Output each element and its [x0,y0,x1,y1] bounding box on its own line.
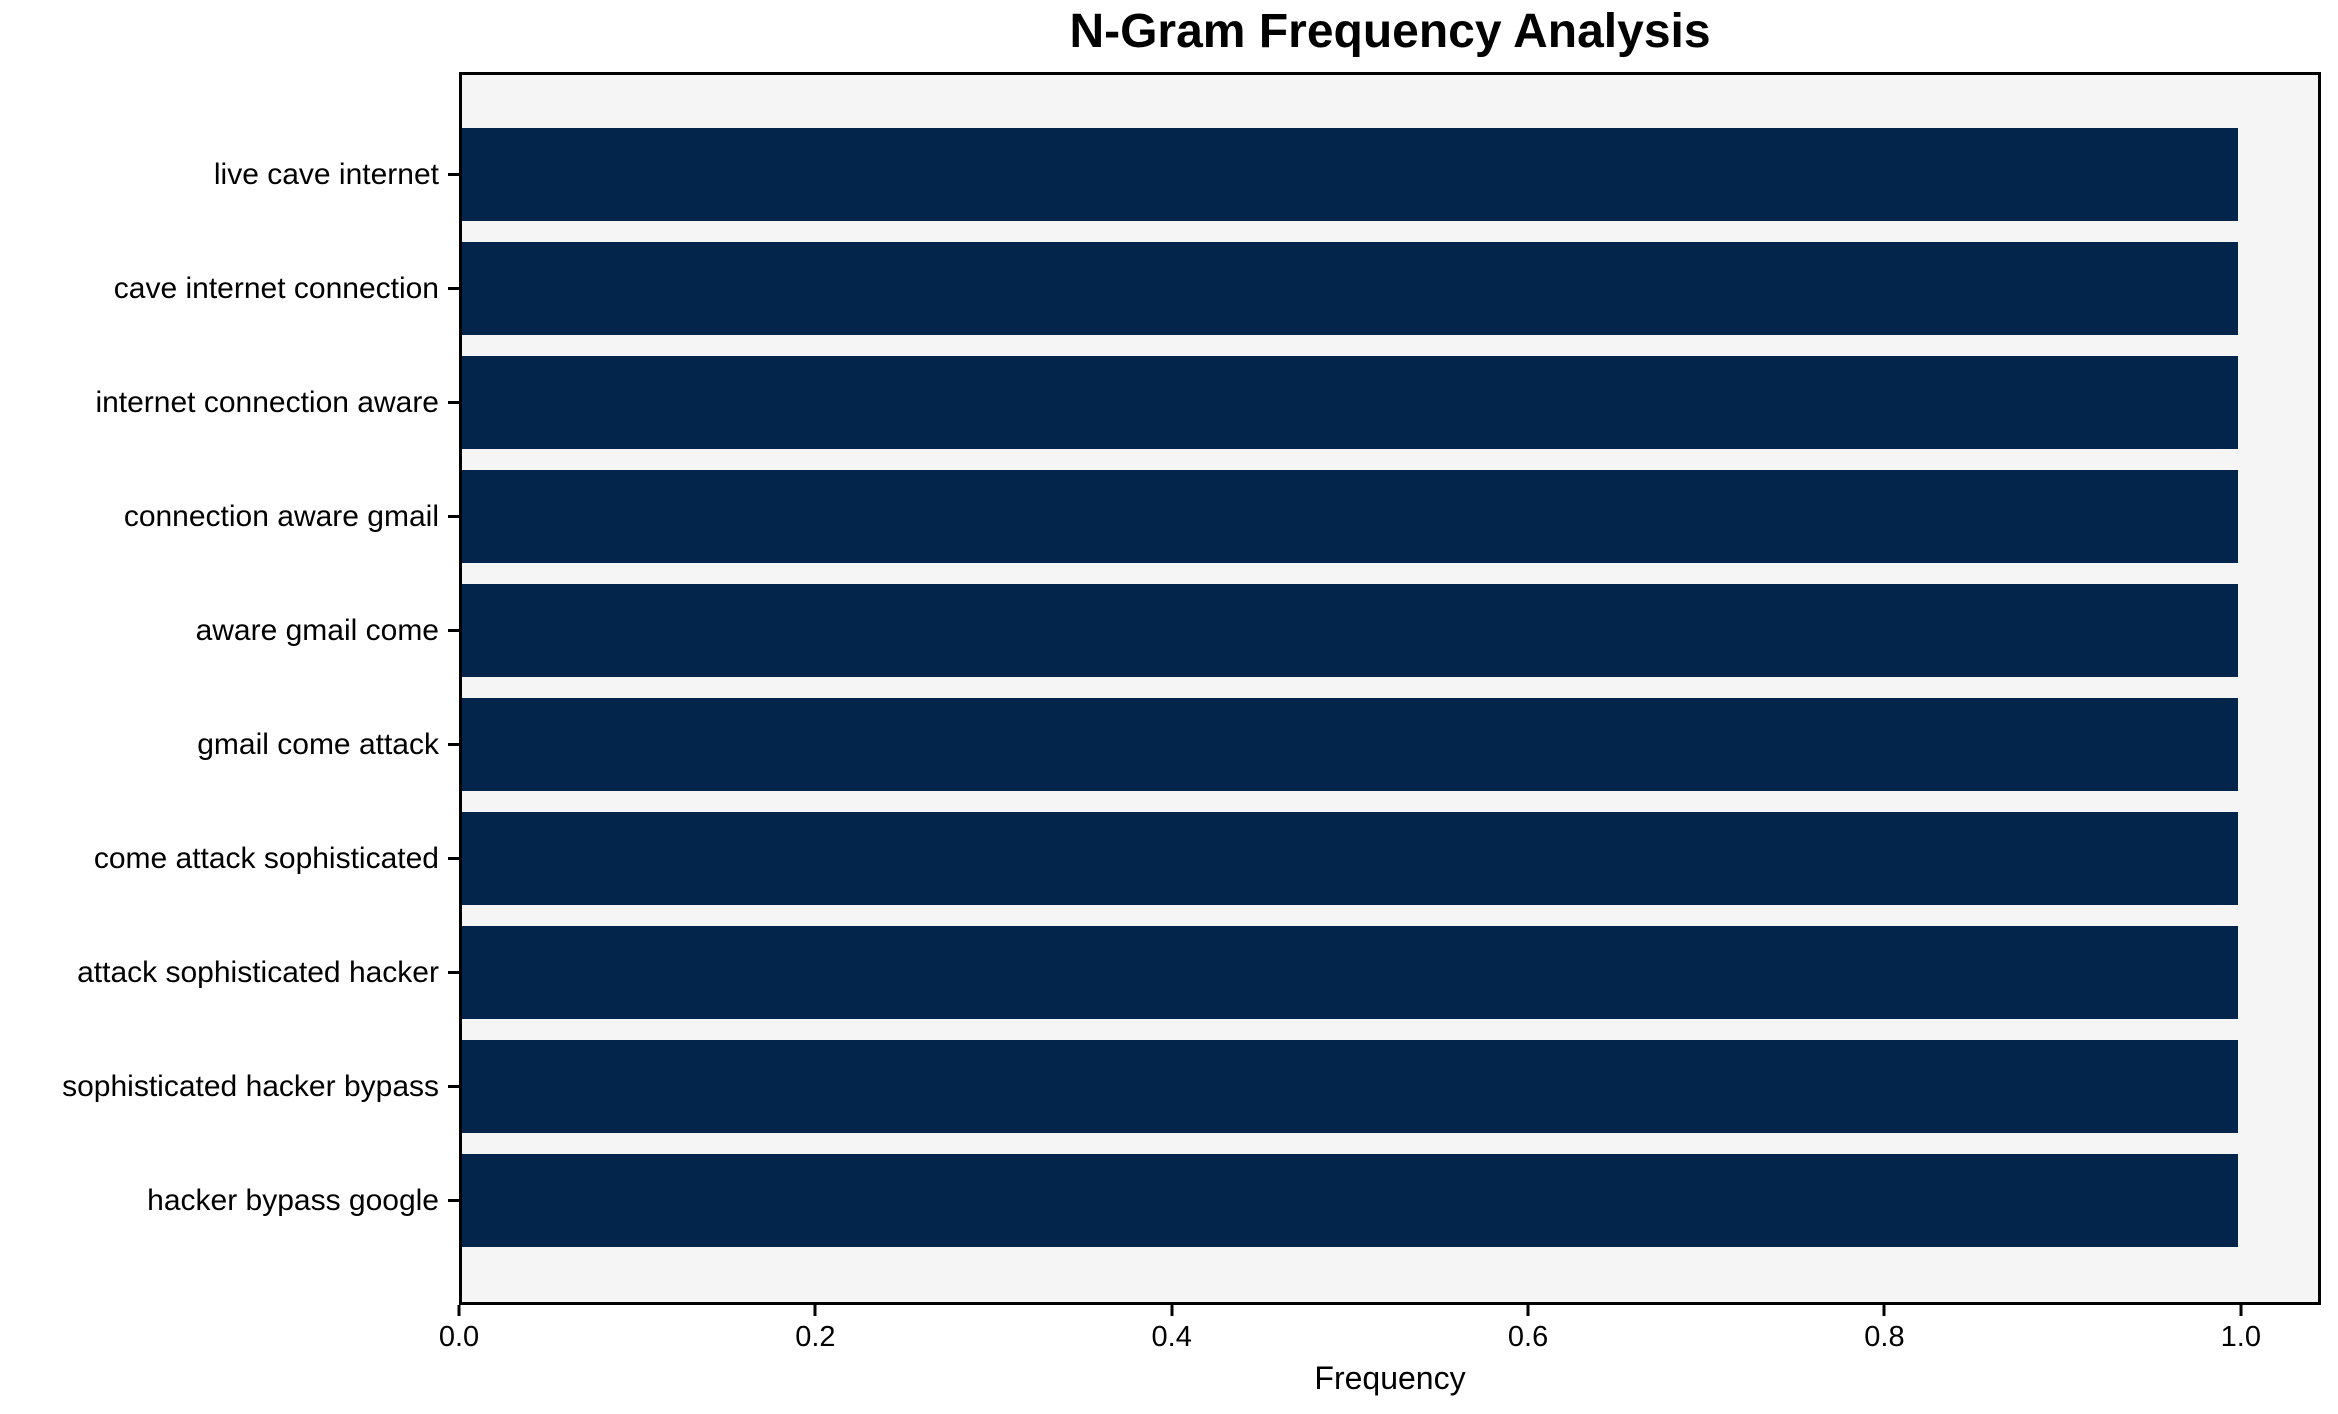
bar [462,698,2239,791]
y-axis-label: gmail come attack [197,727,439,761]
x-tick-label: 1.0 [2220,1321,2261,1353]
bar [462,1154,2239,1247]
x-tick-label: 0.0 [438,1321,480,1353]
x-tick-label: 0.6 [1507,1321,1549,1353]
chart-title: N-Gram Frequency Analysis [1069,5,1711,58]
y-axis-label: attack sophisticated hacker [77,955,439,989]
bar-row [462,926,2318,1019]
plot-area [459,72,2321,1305]
bar [462,356,2239,449]
y-axis-label-row: live cave internet [0,128,459,221]
y-axis-label: come attack sophisticated [93,841,439,875]
bars-container [462,128,2318,1247]
bar [462,926,2239,1019]
y-tick-mark [448,515,459,518]
y-axis-label: cave internet connection [113,271,439,305]
x-tick-mark [1170,1305,1174,1316]
y-tick-mark [448,1199,459,1202]
y-tick-mark [448,401,459,404]
y-tick-mark [448,743,459,746]
y-axis-label-row: cave internet connection [0,242,459,335]
y-axis-label: live cave internet [213,157,439,191]
bar-row [462,812,2318,905]
bar [462,584,2239,677]
y-tick-mark [448,971,459,974]
x-tick-label: 0.8 [1864,1321,1905,1353]
y-axis-label-row: attack sophisticated hacker [0,926,459,1019]
x-tick-mark [1882,1305,1886,1316]
x-tick-mark [457,1305,461,1316]
x-axis: 0.0 0.2 0.4 0.6 0.8 1.0 [439,1305,2321,1367]
bar-row [462,698,2318,791]
y-axis-label: connection aware gmail [123,499,439,533]
y-axis-label: sophisticated hacker bypass [62,1069,439,1103]
y-axis-label-row: sophisticated hacker bypass [0,1040,459,1133]
bar-row [462,584,2318,677]
x-tick-mark [2239,1305,2243,1316]
bar-row [462,470,2318,563]
bar [462,812,2239,905]
y-axis-label-row: gmail come attack [0,698,459,791]
x-tick-mark [813,1305,817,1316]
x-tick-label: 0.2 [795,1321,836,1353]
bar [462,128,2239,221]
y-axis-label-row: come attack sophisticated [0,812,459,905]
bar-row [462,356,2318,449]
y-axis-labels: live cave internet cave internet connecti… [0,128,459,1247]
y-tick-mark [448,857,459,860]
bar [462,242,2239,335]
y-axis-label-row: internet connection aware [0,356,459,449]
y-axis-label-row: aware gmail come [0,584,459,677]
bar-row [462,242,2318,335]
y-axis-label-row: hacker bypass google [0,1154,459,1247]
x-tick-mark [1526,1305,1530,1316]
bar-row [462,1154,2318,1247]
y-axis-label: internet connection aware [95,385,439,419]
bar-row [462,128,2318,221]
y-axis-label: aware gmail come [195,613,439,647]
y-tick-mark [448,629,459,632]
bar-row [462,1040,2318,1133]
y-tick-mark [448,173,459,176]
y-tick-mark [448,1085,459,1088]
y-tick-mark [448,287,459,290]
bar [462,470,2239,563]
x-tick-label: 0.4 [1151,1321,1192,1353]
y-axis-label-row: connection aware gmail [0,470,459,563]
y-axis-label: hacker bypass google [147,1183,439,1217]
x-axis-title: Frequency [1314,1360,1466,1396]
bar [462,1040,2239,1133]
